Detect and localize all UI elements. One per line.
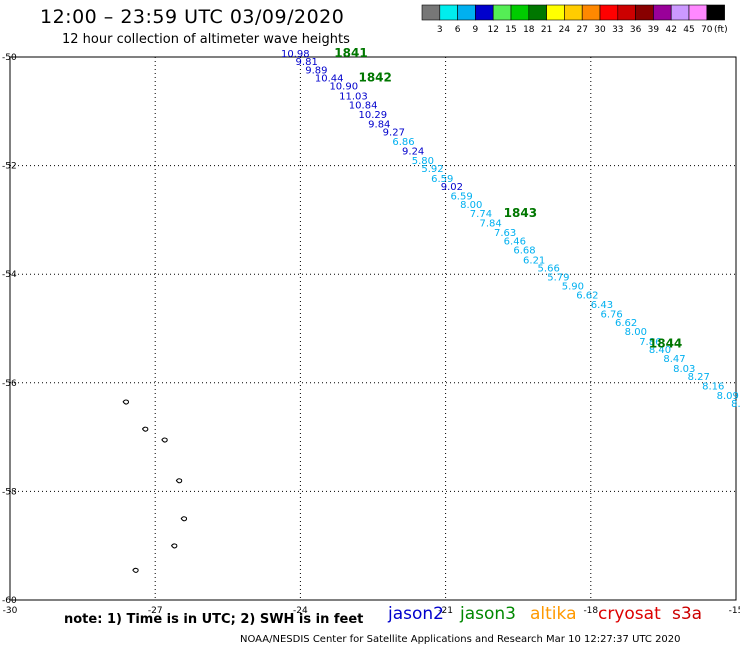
swh-value-label: 9.24 [402, 147, 424, 158]
swh-value-label: 9.02 [441, 182, 463, 193]
swh-value-label: 6.62 [576, 291, 598, 302]
lat-tick-label: -56 [2, 379, 17, 389]
swh-value-label: 6.76 [600, 310, 622, 321]
satellite-legend-item: s3a [672, 604, 703, 624]
swh-value-label: 9.89 [305, 65, 327, 76]
lon-tick-label: -27 [148, 606, 163, 616]
swh-value-label: 8.03 [673, 364, 695, 375]
scale-tick-label: 21 [541, 25, 552, 35]
swh-value-label: 7.84 [479, 218, 501, 229]
swh-value-label: 10.90 [329, 82, 358, 93]
swh-value-label: 8.40 [649, 345, 671, 356]
island-f [170, 543, 178, 549]
swh-value-label: 8.09 [717, 391, 739, 402]
lon-tick-label: -30 [3, 606, 18, 616]
swh-value-label: 6.46 [504, 236, 526, 247]
map-frame [9, 56, 737, 601]
scale-tick-label: 18 [523, 25, 535, 35]
scale-tick-label: 12 [487, 25, 498, 35]
units-note: note: 1) Time is in UTC; 2) SWH is in fe… [64, 612, 364, 627]
swh-value-label: 9.84 [368, 120, 390, 131]
scale-unit-label: (ft) [714, 25, 728, 35]
swh-value-label: 5.80 [412, 156, 434, 167]
scale-tick-label: 45 [683, 25, 694, 35]
scale-tick-label: 24 [559, 25, 571, 35]
scale-swatch [706, 4, 725, 21]
swh-value-label: 7.86 [639, 337, 661, 348]
pass-number-label: 1841 [334, 46, 367, 60]
swh-value-label: 8.00 [625, 327, 647, 338]
island-g [132, 567, 139, 573]
scale-tick-label: 42 [665, 25, 676, 35]
swh-value-label: 8.16 [702, 381, 724, 392]
page-title: 12:00 – 23:59 UTC 03/09/2020 [40, 6, 345, 28]
swh-value-label: 6.43 [591, 300, 613, 311]
swh-value-label: 8.09 [731, 399, 740, 410]
scale-tick-label: 36 [630, 25, 642, 35]
lon-tick-label: -21 [438, 606, 453, 616]
lon-tick-label: -18 [583, 606, 598, 616]
scale-tick-label: 15 [505, 25, 516, 35]
swh-value-label: 8.00 [460, 200, 482, 211]
scale-tick-label: 39 [648, 25, 660, 35]
swh-value-label: 6.68 [513, 246, 535, 257]
island-c [161, 437, 168, 443]
island-a [122, 399, 129, 405]
island-b [141, 426, 149, 432]
scale-tick-label: 33 [612, 25, 623, 35]
lat-tick-label: -52 [2, 162, 17, 172]
lat-tick-label: -58 [2, 487, 17, 497]
swh-value-label: 10.29 [358, 110, 387, 121]
scale-tick-label: 9 [473, 25, 479, 35]
swh-value-label: 7.63 [494, 228, 516, 239]
swh-value-label: 5.92 [421, 164, 443, 175]
satellite-legend-item: altika [530, 604, 577, 624]
swh-value-label: 5.90 [562, 281, 584, 292]
swh-value-label: 8.27 [688, 372, 710, 383]
lat-tick-label: -60 [2, 596, 17, 606]
swh-value-label: 6.59 [431, 174, 453, 185]
scale-tick-label: 27 [576, 25, 587, 35]
swh-value-label: 6.86 [392, 137, 414, 148]
satellite-legend-item: jason2 [388, 604, 444, 624]
scale-tick-label: 70 [701, 25, 713, 35]
swh-value-label: 11.03 [339, 91, 368, 102]
lon-tick-label: -24 [293, 606, 308, 616]
swh-value-label: 8.47 [663, 354, 685, 365]
swh-value-label: 7.74 [470, 209, 492, 220]
scale-tick-label: 6 [455, 25, 461, 35]
page-subtitle: 12 hour collection of altimeter wave hei… [62, 32, 350, 47]
swh-value-label: 10.44 [315, 73, 344, 84]
swh-value-label: 9.27 [383, 128, 405, 139]
color-scale-legend: 3 6 9 12 15 18 21 24 27 30 33 36 39 42 45 70 (ft) [421, 4, 728, 35]
swh-value-label: 9.81 [296, 57, 318, 68]
island-e [180, 516, 188, 522]
pass-number-label: 1843 [504, 206, 537, 220]
pass-number-label: 1842 [358, 70, 391, 84]
swh-value-label: 6.59 [450, 191, 472, 202]
satellite-legend-item: cryosat [598, 604, 661, 624]
swh-value-label: 5.79 [547, 273, 569, 284]
swh-value-label: 10.98 [281, 49, 310, 60]
island-d [175, 478, 183, 484]
swh-value-label: 5.66 [538, 263, 560, 274]
swh-value-label: 10.84 [349, 101, 378, 112]
scale-tick-label: 3 [437, 25, 443, 35]
pass-number-label: 1844 [649, 337, 682, 351]
swh-value-label: 6.62 [615, 318, 637, 329]
scale-tick-label: 30 [594, 25, 606, 35]
lon-tick-label: -15 [729, 606, 740, 616]
lat-tick-label: -50 [2, 53, 17, 63]
swh-value-label: 6.21 [523, 255, 545, 266]
satellite-legend-item: jason3 [460, 604, 516, 624]
credit-line: NOAA/NESDIS Center for Satellite Applica… [240, 634, 681, 645]
lat-tick-label: -54 [2, 270, 17, 280]
